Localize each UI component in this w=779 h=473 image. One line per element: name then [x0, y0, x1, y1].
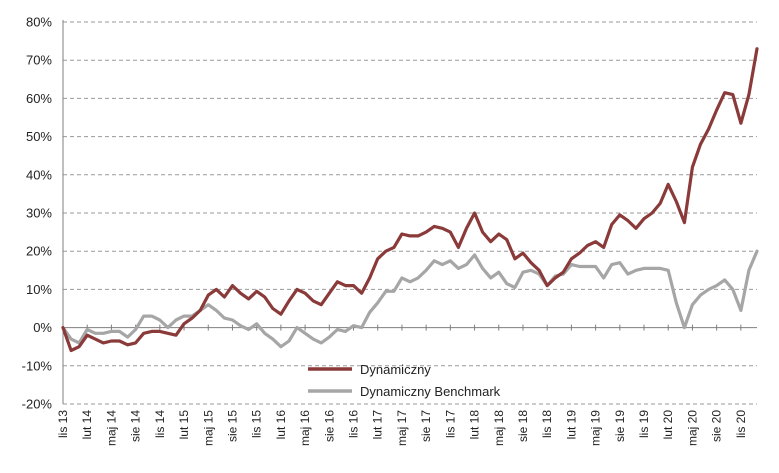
x-tick-label: maj 16 [298, 410, 312, 446]
y-tick-label: 50% [26, 129, 52, 144]
series-line-dynamiczny [61, 47, 759, 353]
x-tick-label: lis 18 [540, 410, 554, 438]
y-tick-label: 80% [26, 15, 52, 30]
x-tick-label: lut 18 [468, 410, 482, 440]
x-tick-label: sie 16 [322, 410, 336, 442]
y-tick-label: 30% [26, 206, 52, 221]
y-tick-label: 10% [26, 282, 52, 297]
series-lines [61, 47, 759, 353]
x-tick-label: lut 19 [564, 410, 578, 440]
x-tick-label: sie 17 [419, 410, 433, 442]
y-tick-label: 20% [26, 244, 52, 259]
axes [62, 20, 757, 404]
x-tick-label: maj 14 [104, 410, 118, 446]
legend-label: Dynamiczny [360, 362, 431, 377]
legend: Dynamiczny Dynamiczny Benchmark [308, 362, 501, 399]
x-tick-label: maj 17 [395, 410, 409, 446]
y-tick-label: 40% [26, 167, 52, 182]
y-tick-label: 60% [26, 91, 52, 106]
x-tick-label: sie 19 [613, 410, 627, 442]
x-tick-label: sie 18 [516, 410, 530, 442]
y-tick-label: 0% [33, 320, 52, 335]
x-tick-label: maj 18 [492, 410, 506, 446]
y-tick-label: -20% [22, 397, 53, 412]
legend-label: Dynamiczny Benchmark [360, 384, 501, 399]
x-tick-label: lis 13 [56, 410, 70, 438]
series-line-dynamiczny-benchmark [61, 249, 759, 349]
x-tick-label: lis 15 [250, 410, 264, 438]
y-tick-label: -10% [22, 358, 53, 373]
y-tick-label: 70% [26, 53, 52, 68]
x-tick-label: maj 19 [589, 410, 603, 446]
x-tick-label: lis 17 [443, 410, 457, 438]
x-tick-label: lis 20 [734, 410, 748, 438]
x-axis-tick-labels: lis 13 lut 14 maj 14 sie 14 lis 14 lut 15 maj … [56, 324, 748, 446]
x-tick-label: sie 15 [225, 410, 239, 442]
x-tick-label: lis 19 [637, 410, 651, 438]
x-tick-label: lut 14 [80, 410, 94, 440]
x-tick-label: sie 20 [710, 410, 724, 442]
y-axis-tick-labels: -20% -10% 0% 10% 20% 30% 40% 50% 60% 70% 80% [22, 15, 53, 412]
x-tick-label: lut 15 [177, 410, 191, 440]
x-tick-label: lut 20 [661, 410, 675, 440]
x-tick-label: lis 14 [153, 410, 167, 438]
x-tick-label: maj 15 [201, 410, 215, 446]
gridlines [63, 21, 757, 405]
x-tick-label: lis 16 [347, 410, 361, 438]
x-tick-label: sie 14 [129, 410, 143, 442]
x-tick-label: lut 16 [274, 410, 288, 440]
x-tick-label: maj 20 [685, 410, 699, 446]
x-tick-label: lut 17 [371, 410, 385, 440]
